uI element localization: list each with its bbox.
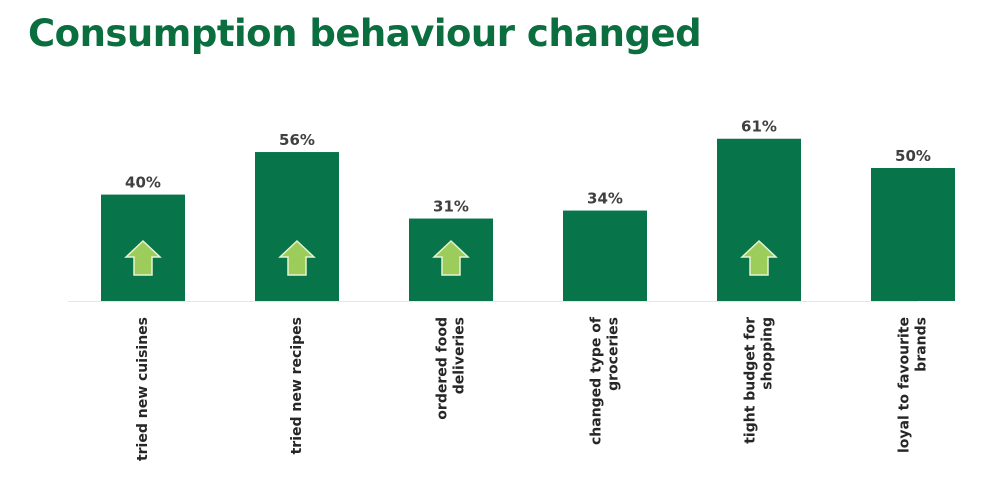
data-label: 50% — [895, 147, 931, 165]
category-label: shopping — [760, 317, 776, 390]
category-label: changed type of — [589, 316, 605, 445]
up-arrow-icon — [432, 239, 470, 276]
category-label: tried new cuisines — [135, 317, 151, 461]
data-label: 40% — [125, 174, 161, 192]
category-label: deliveries — [452, 317, 468, 394]
data-label: 56% — [279, 131, 315, 149]
up-arrow-icon — [278, 239, 316, 276]
bar — [871, 168, 955, 301]
category-label: tight budget for — [743, 317, 759, 444]
category-label: brands — [914, 317, 930, 372]
data-label: 61% — [741, 118, 777, 136]
chart-title: Consumption behaviour changed — [28, 12, 702, 55]
bar — [563, 210, 647, 301]
bar — [255, 152, 339, 301]
category-label: loyal to favourite — [897, 317, 913, 453]
category-label: ordered food — [435, 317, 451, 420]
data-label: 31% — [433, 198, 469, 216]
data-label: 34% — [587, 190, 623, 208]
category-label: groceries — [606, 317, 622, 391]
up-arrow-icon — [124, 239, 162, 276]
category-label: tried new recipes — [289, 317, 305, 454]
bar — [717, 138, 801, 301]
up-arrow-icon — [740, 239, 778, 276]
